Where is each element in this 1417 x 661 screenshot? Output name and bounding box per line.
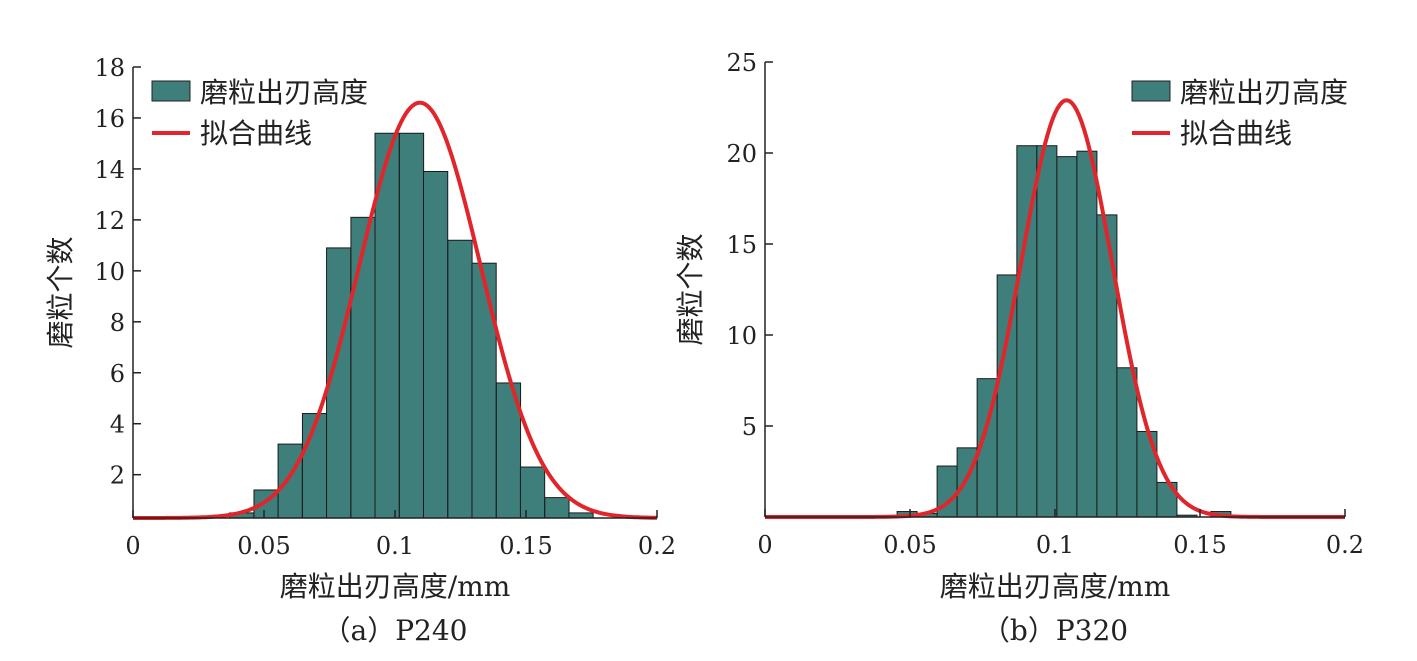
histogram-bars-a	[229, 132, 594, 519]
legend-swatch-bars-a	[151, 80, 191, 102]
fit-curve-a	[133, 100, 658, 520]
y-tick-label: 16	[94, 105, 125, 133]
y-tick-label: 2	[110, 462, 125, 490]
x-tick-label: 0.1	[376, 532, 414, 560]
histogram-bar	[568, 512, 594, 519]
histogram-bar	[1036, 145, 1058, 518]
y-tick-label: 8	[110, 309, 125, 337]
x-tick-label: 0.05	[883, 531, 936, 559]
legend-label-curve-a: 拟合曲线	[200, 117, 312, 150]
histogram-bar	[398, 132, 425, 519]
x-tick-label: 0.1	[1036, 531, 1074, 559]
caption-a: （a）P240	[323, 614, 468, 647]
legend-label-bars-b: 磨粒出刃高度	[1180, 76, 1348, 109]
histogram-bar	[447, 239, 473, 519]
y-tick-label: 20	[726, 140, 757, 168]
histogram-bar	[1056, 156, 1078, 518]
x-tick-label: 0.2	[1326, 531, 1364, 559]
x-tick-label: 0.05	[237, 532, 290, 560]
y-tick-label: 10	[94, 258, 125, 286]
histogram-bar	[1076, 150, 1098, 518]
y-tick-label: 10	[726, 322, 757, 350]
histogram-bar	[277, 443, 303, 519]
histogram-bars-b	[896, 145, 1232, 518]
x-axis-title-a: 磨粒出刃高度/mm	[280, 570, 511, 603]
histogram-bar	[1116, 367, 1138, 518]
chart-panel-a: 0 0.05 0.1 0.15 0.2 2 4 6 8 10 12 14 16 18 磨粒出刃高度 拟合…	[44, 54, 676, 647]
chart-panel-b: 0 0.05 0.1 0.15 0.2 5 10 15 20 25 磨粒出刃高度 拟合曲线 磨粒…	[674, 49, 1364, 647]
x-tick-label: 0.15	[499, 532, 552, 560]
legend-label-curve-b: 拟合曲线	[1180, 117, 1292, 150]
x-tick-label: 0.2	[638, 532, 676, 560]
legend-label-bars-a: 磨粒出刃高度	[200, 76, 368, 109]
y-tick-label: 4	[110, 411, 125, 439]
histogram-bar	[350, 216, 376, 519]
histogram-bar	[519, 466, 546, 519]
x-tick-label: 0	[125, 532, 140, 560]
y-tick-label: 14	[94, 156, 125, 184]
y-tick-label: 15	[726, 231, 757, 259]
y-tick-label: 12	[94, 207, 125, 235]
y-tick-label: 5	[742, 413, 757, 441]
x-tick-label: 0.15	[1173, 531, 1226, 559]
histogram-bar	[1096, 214, 1118, 518]
legend-b: 磨粒出刃高度 拟合曲线	[1131, 76, 1348, 150]
histogram-bar	[471, 262, 497, 519]
y-axis-title-b: 磨粒个数	[674, 233, 707, 345]
caption-b: （b）P320	[982, 614, 1128, 647]
y-tick-label: 18	[94, 54, 125, 82]
y-ticks-a: 2 4 6 8 10 12 14 16 18	[94, 54, 141, 490]
x-axis-title-b: 磨粒出刃高度/mm	[940, 570, 1171, 603]
legend-swatch-bars-b	[1131, 80, 1171, 102]
histogram-bar	[374, 132, 400, 519]
y-tick-label: 6	[110, 360, 125, 388]
histogram-bar	[544, 497, 570, 519]
x-ticks-b: 0 0.05 0.1 0.15 0.2	[757, 509, 1364, 559]
legend-a: 磨粒出刃高度 拟合曲线	[151, 76, 368, 150]
y-tick-label: 25	[726, 49, 757, 77]
x-tick-label: 0	[757, 531, 772, 559]
x-ticks-a: 0 0.05 0.1 0.15 0.2	[125, 510, 676, 560]
histogram-bar	[422, 170, 449, 519]
y-ticks-b: 5 10 15 20 25	[726, 49, 773, 441]
y-axis-title-a: 磨粒个数	[44, 236, 77, 348]
